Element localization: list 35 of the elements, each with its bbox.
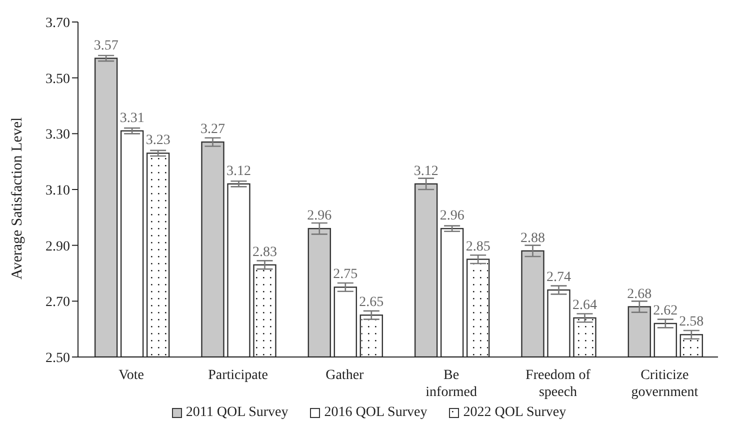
legend-label: 2011 QOL Survey <box>184 405 288 421</box>
x-tick-label: Participate <box>208 368 268 383</box>
y-tick-label: 3.10 <box>46 183 70 198</box>
data-label: 2.58 <box>679 314 704 330</box>
data-label: 2.88 <box>520 230 545 246</box>
y-tick-label: 2.90 <box>46 239 70 254</box>
x-tick-label: Gather <box>326 368 364 383</box>
data-label: 3.31 <box>120 110 144 126</box>
data-label: 2.64 <box>572 298 597 313</box>
data-label: 2.68 <box>627 286 652 302</box>
data-label: 2.96 <box>307 208 332 224</box>
y-tick-label: 2.70 <box>46 295 70 310</box>
x-tick-label: Criticize government <box>631 368 698 400</box>
x-tick-label: Be informed <box>426 368 477 400</box>
y-tick-label: 3.50 <box>46 72 70 87</box>
x-tick-label: Vote <box>118 368 144 383</box>
legend-label: 2016 QOL Survey <box>323 405 428 421</box>
y-tick-label: 3.30 <box>46 128 70 143</box>
data-label: 3.23 <box>146 133 170 148</box>
data-label: 3.27 <box>200 122 225 138</box>
data-label: 3.12 <box>414 164 438 179</box>
y-tick-label: 2.50 <box>46 350 70 366</box>
data-label: 2.85 <box>466 239 490 254</box>
data-label: 2.96 <box>440 208 464 224</box>
data-label: 2.83 <box>252 244 277 260</box>
x-tick-label: Freedom of speech <box>526 368 591 400</box>
data-label: 2.74 <box>546 270 571 285</box>
data-label: 2.62 <box>653 304 678 318</box>
data-label: 3.12 <box>226 164 251 179</box>
y-tick-label: 3.70 <box>46 16 70 31</box>
data-label: 2.65 <box>359 295 384 310</box>
y-axis-title: Average Satisfaction Level <box>9 117 26 280</box>
data-label: 3.57 <box>94 38 118 54</box>
data-label: 2.75 <box>333 267 358 282</box>
legend-label: 2022 QOL Survey <box>462 405 566 421</box>
